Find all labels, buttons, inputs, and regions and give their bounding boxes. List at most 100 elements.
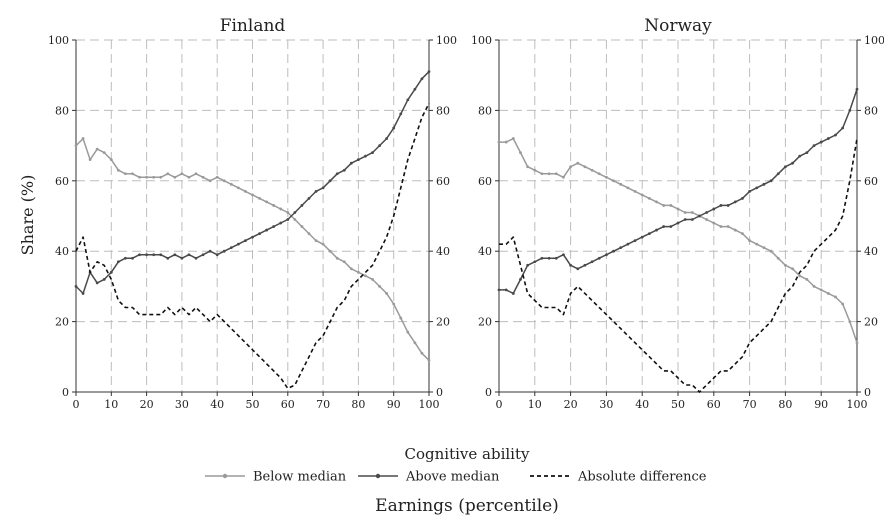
finland-y-tick-label-left: 20 [55, 316, 69, 329]
norway-series-below-median-point [619, 182, 623, 186]
norway-series-above-median-point [712, 207, 716, 211]
norway-series-above-median-point [676, 221, 680, 225]
finland-series-above-median-point [286, 218, 290, 221]
norway-y-tick-label-right: 40 [864, 245, 878, 258]
norway-series-above-median-point [826, 137, 830, 140]
finland-x-tick-label: 30 [175, 398, 189, 411]
norway-series-above-median-point [597, 256, 601, 260]
finland-series-below-median-point [244, 189, 247, 193]
norway-series-below-median-point [791, 267, 794, 271]
norway-series-below-median-point [855, 341, 859, 345]
finland-series-above-median-point [364, 154, 367, 158]
norway-series-above-median-point [662, 225, 666, 228]
finland-series-below-median-point [427, 358, 431, 362]
finland-series-below-median-point [258, 197, 261, 200]
finland-series-above-median-point [378, 144, 381, 148]
finland-series-below-median-point [145, 175, 149, 179]
norway-series-above-median-point [805, 151, 809, 155]
finland-series-below-median-point [321, 242, 325, 246]
norway-series-above-median-point [612, 249, 615, 253]
norway-series-above-median-point [547, 256, 551, 260]
finland-series-above-median-point [420, 77, 424, 81]
norway-series-below-median-point [834, 295, 837, 299]
norway-series-below-median-point [562, 175, 565, 179]
finland-series-below-median-point [124, 172, 127, 176]
norway-series-above-median-point [647, 232, 651, 236]
finland-series-above-median-point [187, 253, 191, 257]
norway-y-tick-label-right: 80 [864, 104, 878, 117]
norway-series-below-median-point [504, 140, 508, 144]
norway-series-below-median-point [647, 197, 651, 200]
finland-x-tick-label: 50 [246, 398, 260, 411]
finland-y-tick-label-right: 20 [436, 316, 450, 329]
finland-series-below-median-point [272, 204, 276, 207]
finland-series-below-median-point [364, 274, 367, 278]
norway-series-below-median-point [719, 225, 723, 228]
norway-x-tick-label: 80 [778, 398, 792, 411]
norway-series-below-median-point [798, 274, 802, 278]
finland-series-above-median-point [265, 228, 269, 232]
finland-y-tick-label-left: 100 [48, 34, 69, 47]
finland-series-below-median-point [406, 330, 410, 334]
norway-series-above-median-point [583, 263, 587, 267]
finland-series-below-median-point [236, 186, 240, 190]
norway-series-below-median-point [690, 211, 694, 214]
norway-series-below-median-point [547, 172, 551, 176]
finland-y-tick-label-right: 80 [436, 104, 450, 117]
finland-series-absolute-difference-line [75, 103, 430, 390]
norway-series-above-median-point [762, 182, 766, 186]
finland-y-tick-label-left: 0 [62, 386, 69, 399]
finland-series-below-median-point [102, 151, 106, 155]
norway-series-below-median-point [540, 172, 544, 176]
finland-series-above-median-point [173, 253, 177, 257]
finland-series-above-median-point [349, 161, 353, 165]
finland-series-below-median-point [229, 182, 233, 186]
x-axis-label: Earnings (percentile) [375, 496, 559, 516]
finland-series-below-median-point [399, 316, 403, 320]
finland-series-above-median-point [180, 256, 184, 260]
finland-series-below-median-point [194, 172, 198, 176]
norway-series-below-median-point [676, 207, 680, 211]
finland-series-below-median-point [152, 175, 156, 179]
finland-y-tick-label-left: 40 [55, 245, 69, 258]
finland-series-below-median-point [159, 175, 163, 179]
legend-label-absolute-difference: Absolute difference [577, 470, 707, 485]
norway-series-below-median-point [569, 165, 572, 169]
norway-series-below-median-point [812, 285, 816, 288]
finland-series-below-median-point [116, 168, 120, 172]
finland-series-below-median-point [173, 175, 177, 179]
finland-series-above-median-point [342, 168, 346, 172]
norway-series-below-median-point [497, 140, 501, 144]
norway-series-above-median-point [726, 204, 730, 207]
finland-series-above-median-point [314, 189, 318, 193]
finland-series-above-median-point [371, 151, 374, 155]
finland-series-above-median-point [321, 186, 325, 190]
finland-series-above-median-point [413, 87, 417, 91]
finland-series-below-median-point [208, 179, 212, 183]
norway-series-below-median-point [733, 228, 737, 232]
legend-label-above-median: Above median [405, 470, 500, 485]
finland-series-below-median-point [300, 225, 304, 228]
finland-series-above-median-point [406, 98, 410, 102]
norway-series-above-median-point [605, 253, 608, 257]
norway-series-above-median-point [769, 179, 773, 183]
finland-series-above-median-point [159, 253, 163, 257]
norway-series-below-median-point [511, 137, 515, 140]
finland-series-below-median-point [392, 302, 396, 306]
norway-y-tick-label-left: 100 [471, 34, 492, 47]
norway-x-tick-label: 60 [707, 398, 721, 411]
finland-series-above-median-point [279, 221, 283, 225]
finland-x-tick-label: 60 [281, 398, 295, 411]
norway-series-above-median-point [683, 218, 687, 221]
finland-x-tick-label: 40 [210, 398, 224, 411]
finland-series-below-median-point [314, 239, 318, 243]
norway-series-below-median-point [669, 204, 673, 207]
finland-y-tick-label-right: 100 [436, 34, 457, 47]
finland-series-above-median-point [307, 197, 311, 200]
legend-marker-below-median [222, 473, 228, 479]
finland-series-above-median-point [357, 158, 360, 162]
norway-series-below-median-point [662, 204, 666, 207]
finland-x-tick-label: 10 [104, 398, 118, 411]
norway-series-below-median-point [633, 189, 637, 193]
